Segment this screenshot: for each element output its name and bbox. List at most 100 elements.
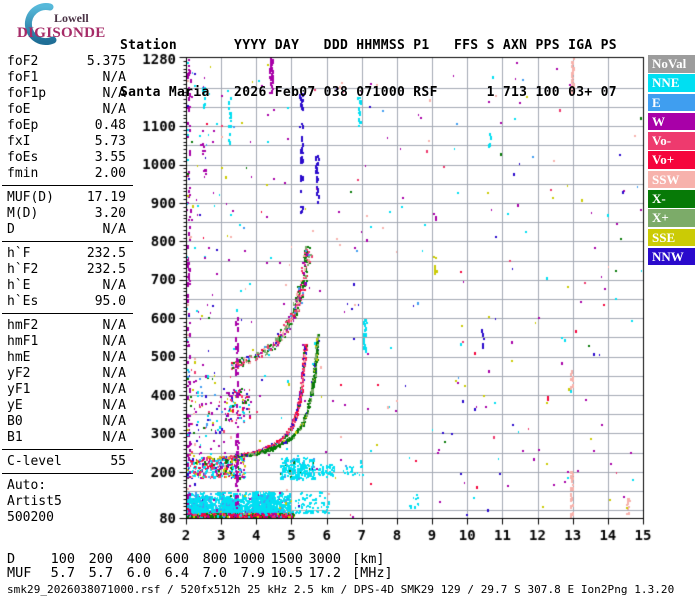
logo-arc-icon — [24, 3, 57, 45]
header-columns-line: Station YYYY DAY DDD HHMMSS P1 FFS S AXN… — [120, 38, 617, 53]
param-label: hmE — [7, 350, 31, 365]
distance-unit: [km] — [352, 551, 385, 567]
header: Station YYYY DAY DDD HHMMSS P1 FFS S AXN… — [120, 7, 617, 131]
param-row-Auto: Auto: — [2, 478, 133, 494]
legend-item-W: W — [648, 112, 695, 131]
legend-item-NNE: NNE — [648, 74, 695, 92]
param-row-hmF2: hmF2 N/A — [2, 318, 133, 334]
distance-value: 400 — [126, 551, 151, 567]
muf-value: 6.0 — [126, 565, 151, 581]
param-label: h`Es — [7, 294, 39, 309]
param-label: hmF1 — [7, 334, 39, 349]
legend-item-Vo+: Vo+ — [648, 151, 695, 169]
param-row-Artist5: Artist5 — [2, 494, 133, 510]
param-value: 2.00 — [94, 166, 126, 181]
param-row-B1: B1 N/A — [2, 430, 133, 446]
param-row-MUF(D): MUF(D) 17.19 — [2, 190, 133, 206]
param-label: hmF2 — [7, 318, 39, 333]
param-label: foE — [7, 102, 31, 117]
param-label: Auto: — [7, 478, 47, 493]
param-label: Artist5 — [7, 494, 62, 509]
param-label: foF1p — [7, 86, 47, 101]
legend-item-NoVal: NoVal — [648, 55, 695, 73]
param-value: N/A — [102, 86, 126, 101]
param-value: 17.19 — [86, 190, 126, 205]
param-row-M(D): M(D) 3.20 — [2, 206, 133, 222]
param-value: 232.5 — [86, 246, 126, 261]
param-value: 55 — [110, 454, 126, 469]
param-label: h`E — [7, 278, 31, 293]
panel-divider — [2, 313, 133, 314]
param-label: fxI — [7, 134, 31, 149]
distance-value: 100 — [50, 551, 75, 567]
param-row-foF2: foF2 5.375 — [2, 54, 133, 70]
distance-value: 200 — [88, 551, 113, 567]
param-label: B0 — [7, 414, 23, 429]
param-value: N/A — [102, 382, 126, 397]
param-row-yF1: yF1 N/A — [2, 382, 133, 398]
muf-value: 5.7 — [88, 565, 113, 581]
param-value: N/A — [102, 366, 126, 381]
logo-digisonde-text: DIGISONDE — [17, 25, 106, 41]
param-value: 232.5 — [86, 262, 126, 277]
param-label: foEs — [7, 150, 39, 165]
param-value: N/A — [102, 430, 126, 445]
param-row-foEp: foEp 0.48 — [2, 118, 133, 134]
panel-divider — [2, 241, 133, 242]
param-label: fmin — [7, 166, 39, 181]
param-row-hmF1: hmF1 N/A — [2, 334, 133, 350]
param-value: N/A — [102, 278, 126, 293]
distance-value: 600 — [164, 551, 189, 567]
param-value: N/A — [102, 102, 126, 117]
param-label: h`F — [7, 246, 31, 261]
param-label: MUF(D) — [7, 190, 54, 205]
param-row-D: D N/A — [2, 222, 133, 238]
param-value: 3.20 — [94, 206, 126, 221]
panel-divider — [2, 185, 133, 186]
param-label: yF1 — [7, 382, 31, 397]
muf-value: 7.0 — [202, 565, 227, 581]
legend-item-E: E — [648, 93, 695, 112]
legend-item-X-: X- — [648, 190, 695, 208]
param-row-foF1p: foF1p N/A — [2, 86, 133, 102]
param-row-hF2: h`F2 232.5 — [2, 262, 133, 278]
param-value: N/A — [102, 398, 126, 413]
param-value: 5.73 — [94, 134, 126, 149]
param-label: foF1 — [7, 70, 39, 85]
distance-value: 1500 — [270, 551, 303, 567]
muf-label: MUF — [7, 565, 32, 581]
param-label: 500200 — [7, 510, 54, 525]
param-value: N/A — [102, 414, 126, 429]
muf-unit: [MHz] — [352, 565, 393, 581]
muf-value: 10.5 — [270, 565, 303, 581]
distance-value: 3000 — [308, 551, 341, 567]
param-label: D — [7, 222, 15, 237]
param-row-yE: yE N/A — [2, 398, 133, 414]
lowell-digisonde-logo: Lowell DIGISONDE — [4, 2, 120, 48]
param-label: h`F2 — [7, 262, 39, 277]
velocity-direction-legend: NoVal NNE E W Vo- Vo+ SSW X- X+ SSE NNW — [648, 55, 695, 267]
distance-row: D 100 200 400 600 800 1000 1500 3000 [km] — [7, 552, 385, 566]
parameter-panel: foF2 5.375 foF1 N/A foF1p N/A foE N/A foEp 0.48 fx… — [2, 54, 133, 526]
param-value: 5.375 — [86, 54, 126, 69]
legend-item-NNW: NNW — [648, 247, 695, 266]
param-label: M(D) — [7, 206, 39, 221]
param-value: N/A — [102, 334, 126, 349]
muf-row: MUF 5.7 5.7 6.0 6.4 7.0 7.9 10.5 17.2 [MHz] — [7, 566, 393, 580]
param-row-foF1: foF1 N/A — [2, 70, 133, 86]
param-row-500200: 500200 — [2, 510, 133, 526]
param-label: yE — [7, 398, 23, 413]
param-value: N/A — [102, 70, 126, 85]
legend-item-SSW: SSW — [648, 170, 695, 189]
param-row-foEs: foEs 3.55 — [2, 150, 133, 166]
param-label: C-level — [7, 454, 62, 469]
status-line: smk29_2026038071000.rsf / 520fx512h 25 k… — [7, 583, 675, 596]
param-row-yF2: yF2 N/A — [2, 366, 133, 382]
legend-item-Vo-: Vo- — [648, 132, 695, 150]
param-value: N/A — [102, 318, 126, 333]
param-value: 95.0 — [94, 294, 126, 309]
distance-value: 800 — [202, 551, 227, 567]
param-label: foEp — [7, 118, 39, 133]
